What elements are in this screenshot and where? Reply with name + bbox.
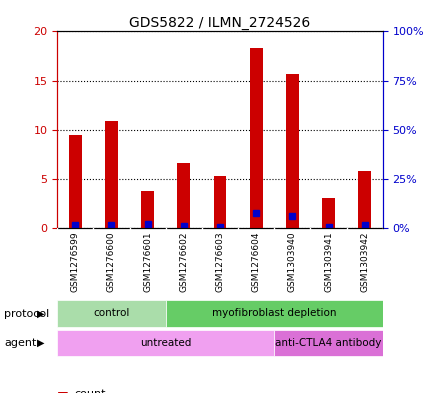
- Text: GSM1303940: GSM1303940: [288, 231, 297, 292]
- Text: anti-CTLA4 antibody: anti-CTLA4 antibody: [275, 338, 382, 348]
- Text: GDS5822 / ILMN_2724526: GDS5822 / ILMN_2724526: [129, 16, 311, 30]
- Bar: [286, 74, 299, 228]
- Bar: [141, 191, 154, 228]
- Text: GSM1276603: GSM1276603: [216, 231, 224, 292]
- Text: GSM1276601: GSM1276601: [143, 231, 152, 292]
- Text: GSM1276604: GSM1276604: [252, 231, 260, 292]
- Text: protocol: protocol: [4, 309, 50, 319]
- Text: control: control: [93, 309, 130, 318]
- Text: ▶: ▶: [37, 309, 45, 319]
- Text: ▶: ▶: [37, 338, 45, 348]
- Text: myofibroblast depletion: myofibroblast depletion: [212, 309, 337, 318]
- Text: agent: agent: [4, 338, 37, 348]
- Bar: [69, 134, 82, 228]
- Text: ■: ■: [57, 389, 69, 393]
- FancyBboxPatch shape: [274, 330, 383, 356]
- FancyBboxPatch shape: [57, 330, 274, 356]
- Text: untreated: untreated: [140, 338, 191, 348]
- Bar: [105, 121, 118, 228]
- FancyBboxPatch shape: [166, 300, 383, 327]
- Text: GSM1303942: GSM1303942: [360, 231, 369, 292]
- Text: GSM1276602: GSM1276602: [180, 231, 188, 292]
- Text: GSM1276599: GSM1276599: [71, 231, 80, 292]
- Bar: [214, 176, 226, 228]
- FancyBboxPatch shape: [57, 300, 166, 327]
- Bar: [359, 171, 371, 228]
- Bar: [177, 163, 190, 228]
- Text: count: count: [75, 389, 106, 393]
- Text: GSM1276600: GSM1276600: [107, 231, 116, 292]
- Bar: [322, 198, 335, 228]
- Text: GSM1303941: GSM1303941: [324, 231, 333, 292]
- Bar: [250, 48, 263, 228]
